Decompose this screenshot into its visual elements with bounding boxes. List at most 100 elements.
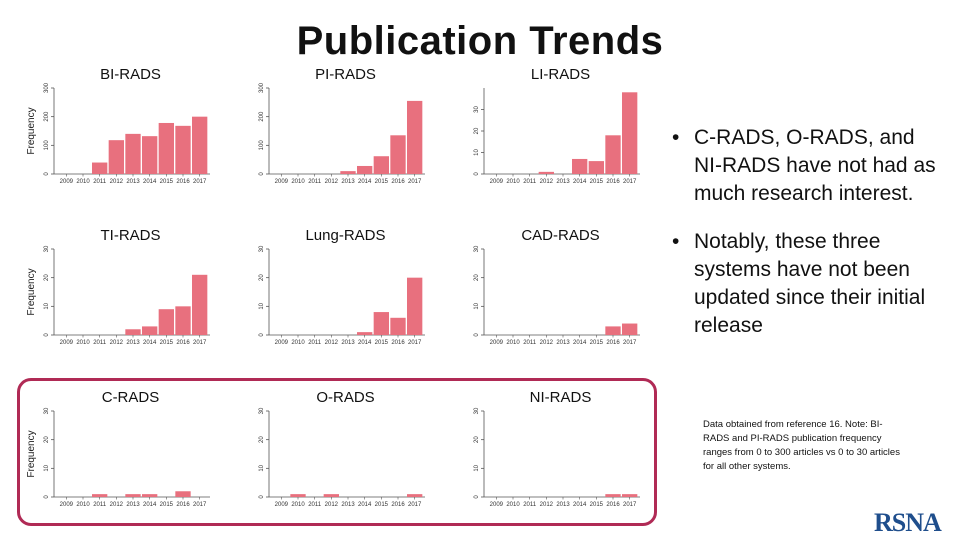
x-tick-label: 2013 (556, 502, 570, 508)
x-tick-label: 2012 (540, 502, 554, 508)
chart-panel-ti-rads: TI-RADS 0 10 20 30 2009 2010 2011 2012 2013 2014 2… (26, 227, 233, 362)
y-tick-label: 300 (259, 82, 265, 93)
bar (357, 165, 373, 174)
y-tick-label: 0 (259, 333, 265, 337)
x-tick-label: 2009 (490, 502, 504, 508)
x-tick-label: 2012 (110, 179, 124, 185)
chart-title: Lung-RADS (305, 227, 386, 244)
x-tick-label: 2016 (176, 179, 190, 185)
bar (605, 494, 621, 497)
y-tick-label: 100 (259, 140, 265, 151)
y-tick-label: 20 (44, 274, 50, 281)
chart-title: CAD-RADS (521, 227, 600, 244)
bullet-dot-icon: • (672, 230, 680, 253)
x-tick-label: 2016 (391, 340, 405, 346)
x-tick-label: 2010 (76, 340, 90, 346)
y-tick-label: 20 (474, 127, 480, 134)
x-tick-label: 2012 (325, 502, 339, 508)
x-tick-label: 2009 (60, 179, 74, 185)
x-tick-label: 2011 (93, 340, 107, 346)
chart-c-rads: 0 10 20 30 2009 2010 2011 2012 2013 2014 2015 2016 2… (26, 407, 210, 508)
bar (323, 494, 339, 497)
x-tick-label: 2011 (308, 179, 322, 185)
slide-title: Publication Trends (296, 19, 664, 63)
x-tick-label: 2015 (590, 340, 604, 346)
x-tick-label: 2014 (573, 502, 587, 508)
bar (92, 494, 108, 497)
x-tick-label: 2014 (573, 340, 587, 346)
x-tick-label: 2014 (143, 340, 157, 346)
x-tick-label: 2012 (540, 340, 554, 346)
chart-ni-rads: 0 10 20 30 2009 2010 2011 2012 2013 2014 2015 2016 2… (474, 407, 640, 508)
x-tick-label: 2014 (143, 502, 157, 508)
bar (175, 125, 191, 174)
x-tick-label: 2017 (193, 502, 207, 508)
x-tick-label: 2013 (126, 502, 140, 508)
chart-title: PI-RADS (315, 66, 376, 83)
chart-panel-pi-rads: PI-RADS 0 100 200 300 2009 2010 2011 2012 2013 20… (243, 66, 448, 201)
x-tick-label: 2015 (160, 502, 174, 508)
bar (407, 277, 423, 335)
x-tick-label: 2015 (375, 179, 389, 185)
x-tick-label: 2017 (408, 179, 422, 185)
x-tick-label: 2009 (60, 340, 74, 346)
y-tick-label: 0 (474, 495, 480, 499)
y-tick-label: 100 (44, 140, 50, 151)
x-tick-label: 2015 (375, 340, 389, 346)
y-tick-label: 0 (44, 495, 50, 499)
y-tick-label: 30 (44, 245, 50, 252)
x-tick-label: 2015 (375, 502, 389, 508)
chart-li-rads: 0 10 20 30 2009 2010 2011 2012 2013 2014 2015 2016 2… (474, 88, 640, 185)
chart-panel-lung-rads: Lung-RADS 0 10 20 30 2009 2010 2011 2012 2013 201… (243, 227, 448, 362)
chart-panel-bi-rads: BI-RADS 0 100 200 300 2009 2010 2011 2012 2013 20… (26, 66, 233, 201)
x-tick-label: 2016 (606, 502, 620, 508)
chart-o-rads: 0 10 20 30 2009 2010 2011 2012 2013 2014 2015 2016 2… (259, 407, 425, 508)
x-tick-label: 2010 (291, 340, 305, 346)
bar (588, 161, 604, 174)
x-tick-label: 2012 (325, 340, 339, 346)
bar (357, 332, 373, 335)
x-tick-label: 2015 (160, 179, 174, 185)
bullet-list: • C-RADS, O-RADS, and NI-RADS have not h… (668, 124, 938, 360)
y-tick-label: 300 (44, 82, 50, 93)
x-tick-label: 2010 (291, 502, 305, 508)
y-tick-label: 30 (474, 407, 480, 414)
y-axis-label: Frequency (26, 107, 37, 154)
bar (125, 133, 141, 174)
x-tick-label: 2014 (358, 340, 372, 346)
x-tick-label: 2011 (93, 179, 107, 185)
x-tick-label: 2013 (341, 502, 355, 508)
chart-title: LI-RADS (530, 66, 591, 83)
x-tick-label: 2017 (408, 340, 422, 346)
y-tick-label: 20 (259, 274, 265, 281)
y-tick-label: 0 (44, 172, 50, 176)
x-tick-label: 2011 (523, 502, 537, 508)
bullet-text: C-RADS, O-RADS, and NI-RADS have not had… (694, 126, 936, 205)
y-tick-label: 20 (474, 436, 480, 443)
x-tick-label: 2016 (606, 340, 620, 346)
x-tick-label: 2009 (275, 502, 289, 508)
y-tick-label: 10 (259, 464, 265, 471)
y-tick-label: 0 (474, 333, 480, 337)
bar (572, 158, 588, 174)
y-tick-label: 0 (259, 172, 265, 176)
y-tick-label: 20 (44, 436, 50, 443)
y-tick-label: 30 (259, 245, 265, 252)
x-tick-label: 2014 (573, 179, 587, 185)
x-tick-label: 2012 (540, 179, 554, 185)
bar (407, 100, 423, 174)
y-tick-label: 20 (474, 274, 480, 281)
x-tick-label: 2014 (358, 179, 372, 185)
x-tick-label: 2011 (523, 340, 537, 346)
y-axis-label: Frequency (26, 430, 37, 477)
y-tick-label: 30 (44, 407, 50, 414)
x-tick-label: 2009 (490, 340, 504, 346)
x-tick-label: 2010 (506, 502, 520, 508)
chart-panel-ni-rads: NI-RADS 0 10 20 30 2009 2010 2011 2012 2013 2014 2… (458, 389, 663, 524)
chart-panel-cad-rads: CAD-RADS 0 10 20 30 2009 2010 2011 2012 2013 2014… (458, 227, 663, 362)
x-tick-label: 2013 (126, 340, 140, 346)
y-tick-label: 200 (259, 111, 265, 122)
chart-ti-rads: 0 10 20 30 2009 2010 2011 2012 2013 2014 2015 2016 2… (26, 245, 210, 346)
